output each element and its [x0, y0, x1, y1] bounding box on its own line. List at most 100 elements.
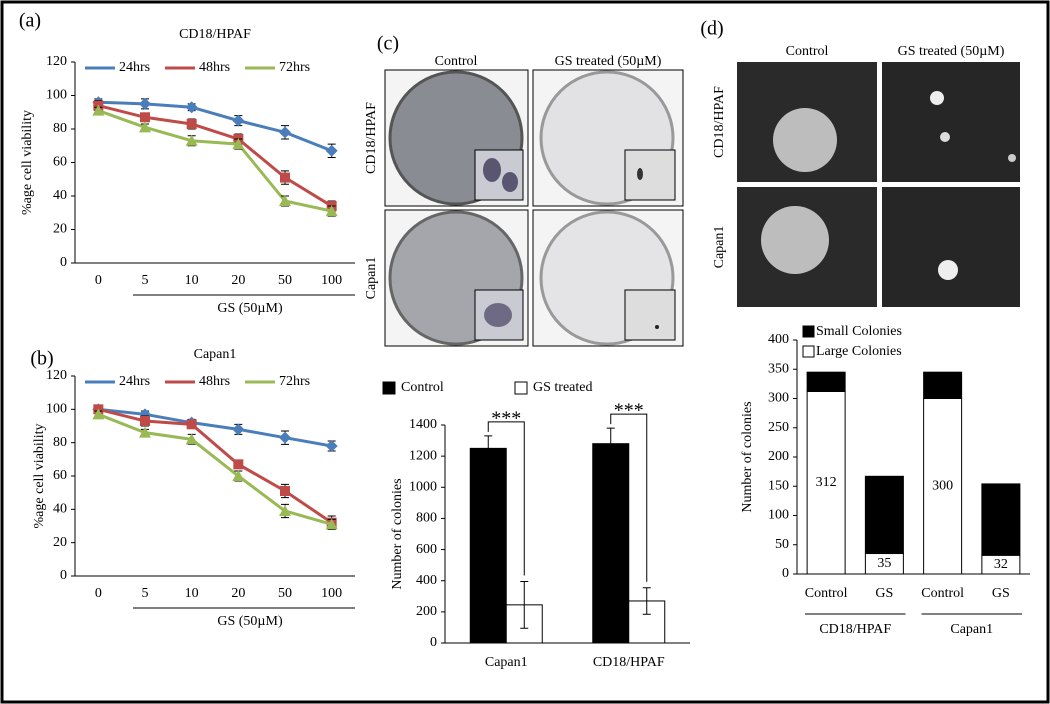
y-tick-label: 80	[53, 121, 67, 136]
point	[185, 433, 198, 445]
point	[232, 423, 245, 436]
colony	[930, 91, 944, 105]
x-tick-label: Capan1	[485, 655, 528, 670]
x-tick-label: GS	[992, 586, 1010, 601]
error-bar	[484, 448, 493, 462]
legend-label: 72hrs	[279, 60, 310, 75]
point	[233, 459, 244, 470]
point	[139, 97, 151, 110]
y-tick-label: 20	[53, 222, 67, 237]
error-bar	[520, 604, 529, 629]
colony	[637, 168, 643, 180]
photo-row-label: Capan1	[712, 226, 727, 269]
panel-label: (c)	[377, 33, 399, 55]
series-line	[98, 407, 332, 448]
point	[325, 205, 338, 217]
y-tick-label: 80	[53, 435, 67, 450]
value-label: 300	[932, 478, 953, 493]
point	[186, 118, 197, 129]
significance-label: ***	[614, 400, 644, 422]
photo-column-label: GS treated (50µM)	[898, 44, 1005, 59]
panel-label: (d)	[700, 18, 723, 40]
y-tick-label: 0	[782, 566, 789, 581]
y-tick-label: 250	[768, 420, 789, 435]
plate-photos	[384, 69, 684, 347]
x-tick-label: 20	[231, 273, 245, 288]
y-tick-label: 150	[768, 478, 789, 493]
group-label: CD18/HPAF	[819, 622, 891, 637]
legend-swatch	[802, 345, 815, 358]
x-axis-label: GS (50µM)	[217, 301, 283, 316]
point	[140, 416, 150, 426]
x-tick-label: 5	[142, 586, 149, 601]
x-tick-label: 0	[95, 273, 102, 288]
bar-segment	[806, 371, 846, 392]
point	[92, 408, 105, 420]
point	[279, 126, 291, 139]
error-bar	[606, 443, 615, 460]
photo-row-label: CD18/HPAF	[712, 86, 727, 158]
point	[140, 112, 150, 123]
y-tick-label: 400	[768, 332, 789, 347]
photo-row-label: CD18/HPAF	[364, 102, 379, 174]
error-bar	[484, 435, 493, 449]
x-tick-label: 5	[142, 273, 149, 288]
legend-label: 24hrs	[119, 60, 150, 75]
y-tick-label: 60	[53, 155, 67, 170]
colony	[483, 158, 501, 182]
bar-segment	[864, 475, 904, 555]
bar-segment	[923, 371, 963, 399]
colony	[773, 108, 837, 172]
significance-bracket	[487, 421, 525, 576]
x-tick-label: 100	[321, 586, 342, 601]
point	[325, 518, 338, 530]
point	[139, 121, 151, 133]
y-tick-label: 60	[53, 468, 67, 483]
micrograph	[882, 62, 1020, 182]
series-line	[97, 109, 332, 213]
error-bar	[606, 427, 615, 444]
x-tick-label: 10	[185, 586, 199, 601]
y-axis-label: %age cell viability	[20, 110, 35, 215]
x-tick-label: 0	[95, 586, 102, 601]
value-label: 35	[877, 556, 891, 571]
error-bar	[642, 600, 651, 615]
y-tick-label: 1000	[409, 480, 437, 495]
panel-label: (a)	[19, 10, 41, 32]
y-tick-label: 40	[53, 188, 67, 203]
point	[280, 172, 290, 183]
point	[186, 419, 197, 430]
x-tick-label: Control	[805, 586, 848, 601]
point	[232, 470, 245, 481]
y-tick-label: 100	[46, 402, 67, 417]
series-line	[97, 407, 333, 524]
x-tick-label: Control	[921, 586, 964, 601]
legend-label: Small Colonies	[816, 324, 902, 339]
legend-label: 72hrs	[279, 374, 310, 389]
chart-title: Capan1	[194, 347, 237, 362]
error-bar	[520, 580, 529, 605]
bar-segment	[981, 483, 1021, 556]
legend-swatch	[382, 381, 396, 395]
bar	[469, 447, 507, 644]
y-tick-label: 40	[53, 502, 67, 517]
point	[280, 486, 290, 496]
y-axis-label: %age cell viability	[32, 424, 47, 529]
y-tick-label: 200	[768, 449, 789, 464]
significance-label: ***	[491, 407, 521, 429]
series-line	[97, 104, 333, 208]
chart-title: CD18/HPAF	[179, 27, 251, 42]
colony	[761, 206, 829, 274]
legend-swatch	[514, 381, 528, 395]
legend-swatch	[802, 325, 815, 338]
inset	[624, 149, 676, 201]
colony	[502, 172, 518, 192]
point	[139, 426, 151, 438]
y-tick-label: 100	[46, 88, 67, 103]
significance-bracket	[610, 413, 648, 582]
y-tick-label: 400	[416, 573, 437, 588]
group-label: Capan1	[950, 622, 993, 637]
micrograph	[882, 187, 1020, 307]
series-line	[98, 100, 333, 153]
point	[232, 138, 245, 150]
